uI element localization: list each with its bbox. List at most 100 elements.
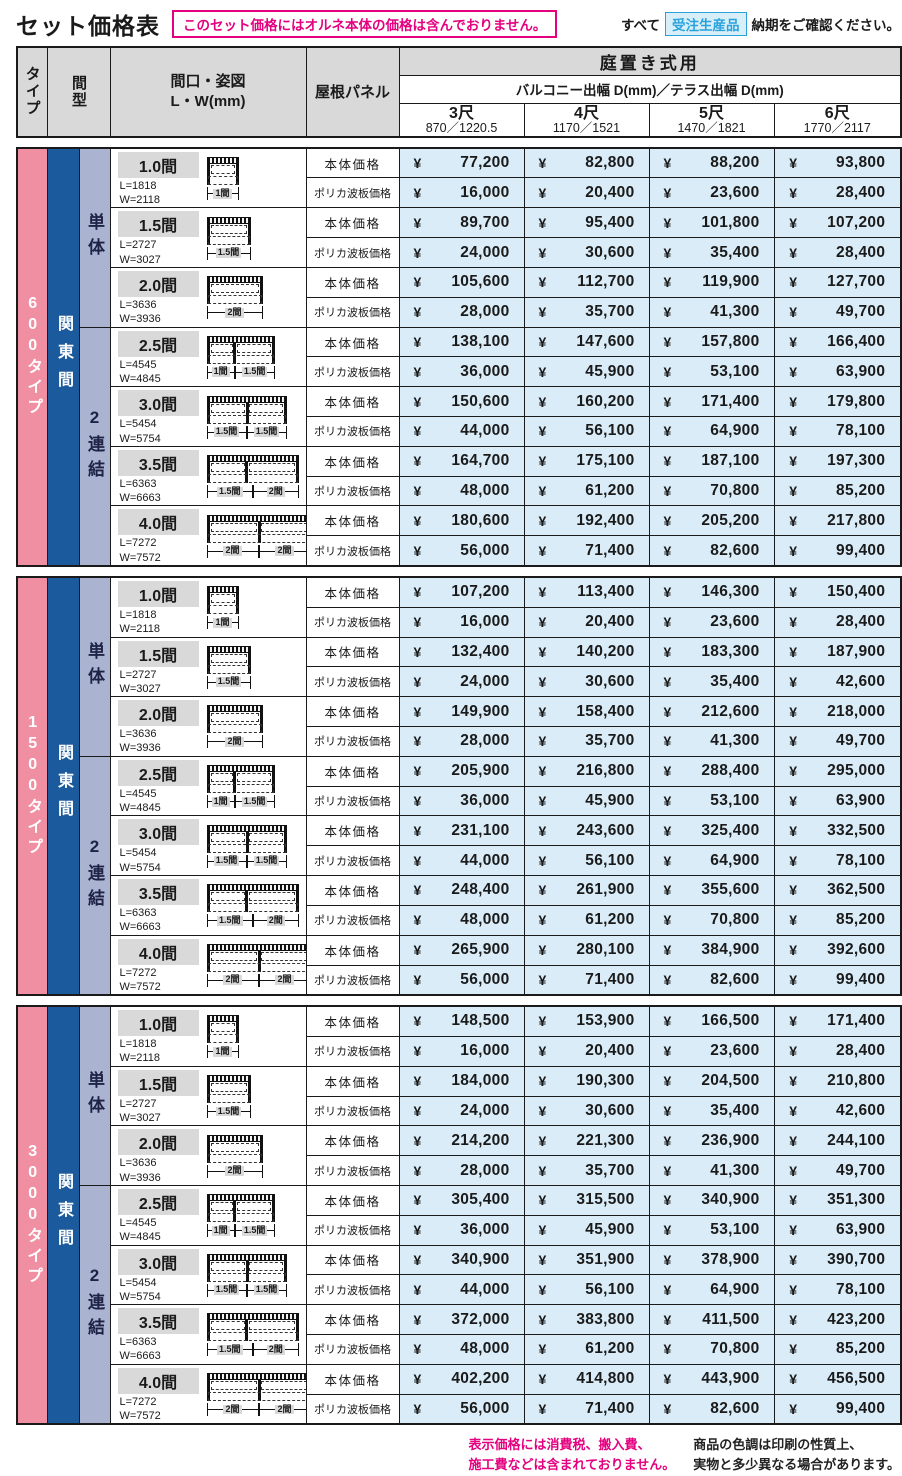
price: ¥16,000 — [414, 184, 510, 202]
yen-sign: ¥ — [789, 363, 798, 380]
facade-layout: 3.0間 L=5454 W=5754 1.5間 1.5間 — [111, 1246, 305, 1304]
dimension-l: L=2727 — [119, 1097, 157, 1110]
yen-sign: ¥ — [789, 304, 798, 321]
price-value: 56,000 — [460, 541, 510, 559]
post-left — [206, 1320, 210, 1342]
bay-dimension: 1間 — [206, 187, 239, 201]
price-cell: ¥305,400 — [398, 1184, 525, 1216]
price-cell: ¥56,000 — [398, 535, 525, 567]
dimension-w: W=6663 — [119, 492, 161, 505]
facade-diagram: 2間 2間 — [206, 943, 305, 987]
yen-sign: ¥ — [413, 614, 422, 631]
facade-dimensions: L=5454 W=5754 — [111, 846, 203, 874]
bay-dimension: 1.5間 — [234, 365, 275, 379]
panel-band-bottom — [207, 1213, 274, 1223]
panel-band-bottom — [207, 605, 238, 615]
price-value: 171,400 — [701, 392, 760, 410]
body-price-label: 本体価格 — [324, 336, 381, 351]
price-cell: ¥132,400 — [398, 636, 525, 668]
yen-sign: ¥ — [789, 1073, 798, 1090]
panel-band-bottom — [207, 414, 286, 424]
dimension-w: W=6663 — [119, 921, 161, 934]
post-middle — [257, 1380, 261, 1402]
price: ¥35,700 — [539, 732, 635, 750]
price: ¥77,200 — [414, 154, 510, 172]
price: ¥315,500 — [539, 1191, 635, 1209]
yen-sign: ¥ — [789, 214, 798, 231]
panel-band-bottom — [207, 474, 298, 484]
price: ¥205,200 — [664, 512, 760, 530]
price-value: 48,000 — [460, 911, 510, 929]
price: ¥456,500 — [789, 1370, 885, 1388]
price: ¥56,000 — [414, 1400, 510, 1418]
dimension-w: W=4845 — [119, 802, 161, 815]
yen-sign: ¥ — [538, 214, 547, 231]
size-dims: 1470／1821 — [677, 121, 746, 136]
price-cell: ¥325,400 — [648, 815, 775, 847]
facade-diagram: 1間 1.5間 — [206, 1194, 275, 1238]
yen-sign: ¥ — [413, 703, 422, 720]
price: ¥119,900 — [664, 273, 760, 291]
price-cell: ¥56,000 — [398, 1393, 525, 1425]
price: ¥45,900 — [539, 1221, 635, 1239]
yen-sign: ¥ — [789, 453, 798, 470]
diagram-dimensions: 2間 — [206, 1164, 263, 1178]
price: ¥70,800 — [664, 911, 760, 929]
yen-sign: ¥ — [663, 274, 672, 291]
price-value: 23,600 — [710, 613, 760, 631]
price-value: 30,600 — [585, 1101, 635, 1119]
yen-sign: ¥ — [538, 971, 547, 988]
facade-diagram-area: 1.5間 — [203, 209, 306, 267]
price-cell: ¥187,900 — [773, 636, 902, 668]
bay-dimension: 2間 — [258, 1403, 305, 1417]
yen-sign: ¥ — [413, 1401, 422, 1418]
price: ¥41,300 — [664, 303, 760, 321]
facade-cell: 1.0間 L=1818 W=2118 1間 — [109, 1005, 307, 1067]
roof-panel-row-label: 本体価格 — [305, 1363, 400, 1395]
panel-bay — [210, 343, 234, 353]
yen-sign: ¥ — [789, 822, 798, 839]
panel-bay — [210, 1381, 257, 1391]
yen-sign: ¥ — [538, 1371, 547, 1388]
price-value: 78,100 — [836, 851, 886, 869]
price: ¥411,500 — [664, 1311, 760, 1329]
yen-sign: ¥ — [663, 1371, 672, 1388]
price-cell: ¥332,500 — [773, 815, 902, 847]
price-value: 157,800 — [701, 333, 760, 351]
price: ¥107,200 — [414, 583, 510, 601]
dimension-w: W=5754 — [119, 861, 161, 874]
subgroup-column: 2連結 — [78, 755, 111, 996]
subgroup-label: 単体 — [85, 212, 104, 263]
facade-cell: 2.0間 L=3636 W=3936 2間 — [109, 267, 307, 328]
price-cell: ¥212,600 — [648, 696, 775, 727]
type-label: 1500タイプ — [24, 714, 42, 859]
facade-cell: 3.0間 L=5454 W=5754 1.5間 1.5間 — [109, 386, 307, 447]
facade-layout: 3.5間 L=6363 W=6663 1.5間 2間 — [111, 876, 305, 934]
price-cell: ¥119,900 — [648, 267, 775, 298]
price-value: 24,000 — [460, 672, 510, 690]
price-value: 42,600 — [836, 1101, 886, 1119]
bay-dimension: 1.5間 — [206, 675, 251, 689]
bay-dimension: 2間 — [206, 1403, 259, 1417]
price-cell: ¥36,000 — [398, 785, 525, 817]
facade-layout: 2.5間 L=4545 W=4845 1間 1.5間 — [111, 328, 305, 386]
title-bar: セット価格表 このセット価格にはオルネ本体の価格は含んでおりません。 すべて 受… — [16, 7, 900, 40]
price-cell: ¥78,100 — [773, 845, 902, 876]
facade-layout: 1.0間 L=1818 W=2118 1間 — [111, 578, 305, 636]
facade-cell: 2.5間 L=4545 W=4845 1間 1.5間 — [109, 326, 307, 388]
facade-dimensions: L=3636 W=3936 — [111, 1156, 203, 1184]
facade-text: 3.5間 L=6363 W=6663 — [111, 447, 203, 505]
price-cell: ¥315,500 — [523, 1184, 650, 1216]
header-col-roof: 屋根パネル — [305, 46, 400, 138]
roof-panel-row-label: 本体価格 — [305, 1005, 400, 1037]
price: ¥44,000 — [414, 1281, 510, 1299]
poly-price-label: ポリカ波板価格 — [314, 545, 391, 558]
price-cell: ¥456,500 — [773, 1363, 902, 1395]
yen-sign: ¥ — [789, 912, 798, 929]
facade-dimensions: L=7272 W=7572 — [111, 966, 203, 995]
roof-panel-row-label: 本体価格 — [305, 207, 400, 239]
price-value: 78,100 — [836, 422, 886, 440]
dimension-l: L=4545 — [119, 358, 157, 371]
yen-sign: ¥ — [663, 822, 672, 839]
price: ¥85,200 — [789, 911, 885, 929]
